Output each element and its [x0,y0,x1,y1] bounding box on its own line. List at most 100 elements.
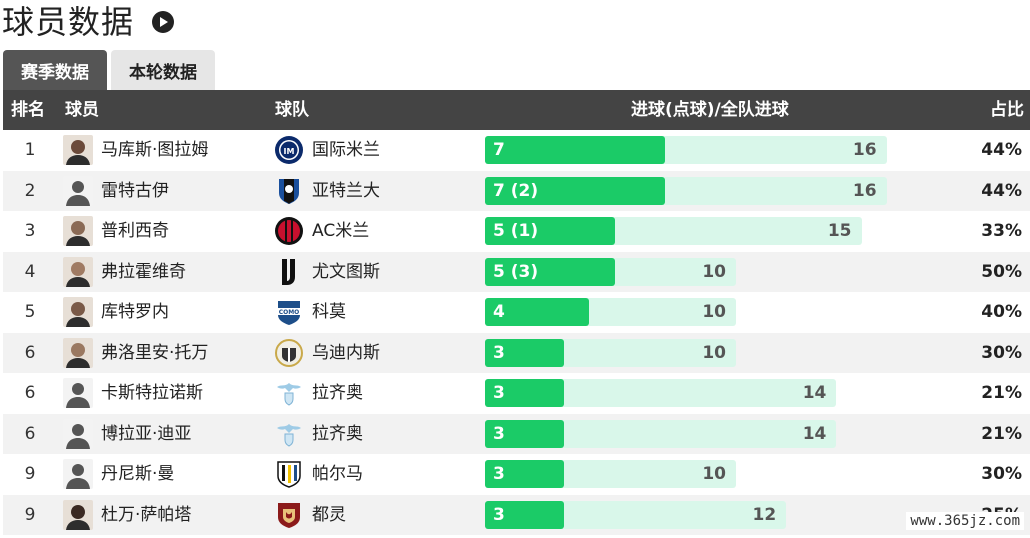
team-name[interactable]: 帕尔马 [312,464,363,484]
rank-cell: 6 [24,342,36,363]
table-row[interactable]: 9 丹尼斯·曼 帕尔马 10 3 30% [3,454,1030,495]
player-name[interactable]: 马库斯·图拉姆 [101,140,209,160]
table-row[interactable]: 6 卡斯特拉诺斯 拉齐奥 14 3 21% [3,373,1030,414]
milan-badge-icon[interactable] [274,216,304,246]
table-row[interactable]: 1 马库斯·图拉姆 IM 国际米兰 16 7 44% [3,130,1030,171]
player-goals-fill: 4 [485,298,590,326]
como-badge-icon[interactable]: COMO [274,297,304,327]
player-goals-fill: 3 [485,379,565,407]
arrow-right-circle-icon[interactable] [152,11,175,33]
torino-badge-icon[interactable] [274,500,304,530]
goal-share-percent: 44% [981,180,1022,201]
team-goals-total: 16 [852,180,877,201]
tab-season-stats[interactable]: 赛季数据 [3,50,107,90]
table-row[interactable]: 4 弗拉霍维奇 尤文图斯 10 5 (3) 50% [3,251,1030,292]
player-avatar-icon[interactable] [63,459,93,489]
header-team[interactable]: 球队 [275,100,309,120]
tab-round-stats[interactable]: 本轮数据 [111,50,215,90]
header-goals[interactable]: 进球(点球)/全队进球 [631,100,789,120]
player-goals-fill: 3 [485,419,565,448]
parma-badge-icon[interactable] [274,459,304,489]
player-goals-fill: 5 (3) [485,257,615,286]
team-name[interactable]: AC米兰 [312,221,370,241]
juventus-badge-icon[interactable] [274,257,304,287]
tab-bar: 赛季数据 本轮数据 [3,50,215,90]
udinese-badge-icon[interactable] [274,338,304,368]
rank-cell: 6 [24,423,36,444]
header-ratio[interactable]: 占比 [990,100,1024,120]
player-name[interactable]: 库特罗内 [101,302,169,322]
svg-text:COMO: COMO [279,309,300,316]
team-goals-total: 12 [752,504,777,525]
table-header: 排名 球员 球队 进球(点球)/全队进球 占比 [3,90,1030,130]
player-goals-fill: 7 [485,136,665,164]
goals-bar: 10 3 [485,460,736,488]
player-avatar-icon[interactable] [63,378,93,408]
goal-share-percent: 21% [981,383,1022,403]
table-row[interactable]: 3 普利西奇 AC米兰 15 5 (1) 33% [3,211,1030,252]
goals-bar: 14 3 [485,419,837,448]
header-rank[interactable]: 排名 [11,100,45,120]
table-row[interactable]: 6 弗洛里安·托万 乌迪内斯 10 3 30% [3,332,1030,373]
goal-share-percent: 21% [981,423,1022,444]
player-avatar-icon[interactable] [63,175,93,206]
goals-bar: 12 3 [485,500,787,529]
player-name[interactable]: 卡斯特拉诺斯 [101,383,203,403]
title-row: 球员数据 [2,2,175,42]
rank-cell: 9 [24,504,36,525]
goals-bar: 16 7 (2) [485,176,887,205]
player-stats-table: 排名 球员 球队 进球(点球)/全队进球 占比 1 马库斯·图拉姆 IM 国际米… [3,90,1030,535]
goals-bar: 15 5 (1) [485,217,862,245]
player-name[interactable]: 弗洛里安·托万 [101,342,209,363]
goals-bar: 10 4 [485,298,736,326]
player-avatar-icon[interactable] [63,256,93,287]
player-name[interactable]: 博拉亚·迪亚 [101,423,192,444]
table-row[interactable]: 5 库特罗内 COMO 科莫 10 4 40% [3,292,1030,333]
player-avatar-icon[interactable] [63,297,93,327]
player-name[interactable]: 杜万·萨帕塔 [101,504,192,525]
inter-badge-icon[interactable]: IM [274,135,304,165]
table-row[interactable]: 9 杜万·萨帕塔 都灵 12 3 25% [3,494,1030,535]
table-row[interactable]: 2 雷特古伊 亚特兰大 16 7 (2) 44% [3,170,1030,211]
player-goals-fill: 3 [485,500,565,529]
player-avatar-icon[interactable] [63,337,93,368]
player-name[interactable]: 弗拉霍维奇 [101,261,186,282]
team-name[interactable]: 拉齐奥 [312,383,363,403]
team-name[interactable]: 都灵 [312,504,346,525]
team-name[interactable]: 拉齐奥 [312,423,363,444]
lazio-badge-icon[interactable] [274,419,304,449]
goal-share-percent: 30% [981,464,1022,484]
team-name[interactable]: 亚特兰大 [312,180,380,201]
team-goals-total: 15 [827,221,852,241]
atalanta-badge-icon[interactable] [274,176,304,206]
goal-share-percent: 40% [981,302,1022,322]
team-goals-total: 14 [802,423,827,444]
rank-cell: 9 [24,464,36,484]
player-name[interactable]: 雷特古伊 [101,180,169,201]
team-name[interactable]: 尤文图斯 [312,261,380,282]
player-avatar-icon[interactable] [63,418,93,449]
team-goals-total: 16 [852,140,877,160]
page-title: 球员数据 [2,3,135,41]
goals-bar: 10 3 [485,338,736,367]
rank-cell: 3 [24,221,36,241]
player-goals-fill: 5 (1) [485,217,615,245]
goal-share-percent: 44% [981,140,1022,160]
player-name[interactable]: 丹尼斯·曼 [101,464,175,484]
table-row[interactable]: 6 博拉亚·迪亚 拉齐奥 14 3 21% [3,413,1030,454]
goal-share-percent: 33% [981,221,1022,241]
lazio-badge-icon[interactable] [274,378,304,408]
player-name[interactable]: 普利西奇 [101,221,169,241]
team-goals-total: 10 [702,302,726,322]
team-name[interactable]: 科莫 [312,302,346,322]
header-player[interactable]: 球员 [65,100,99,120]
team-name[interactable]: 国际米兰 [312,140,380,160]
team-goals-total: 10 [702,261,726,282]
player-avatar-icon[interactable] [63,216,93,246]
table-body: 1 马库斯·图拉姆 IM 国际米兰 16 7 44% 2 雷特古伊 亚特兰大 1… [3,130,1030,535]
svg-text:IM: IM [284,147,295,156]
player-avatar-icon[interactable] [63,499,93,530]
player-avatar-icon[interactable] [63,135,93,165]
team-name[interactable]: 乌迪内斯 [312,342,380,363]
team-goals-total: 10 [702,464,726,484]
